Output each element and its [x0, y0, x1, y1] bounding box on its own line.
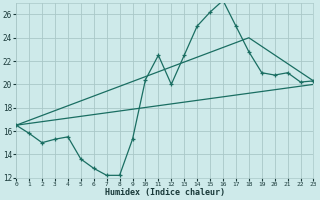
X-axis label: Humidex (Indice chaleur): Humidex (Indice chaleur) — [105, 188, 225, 197]
